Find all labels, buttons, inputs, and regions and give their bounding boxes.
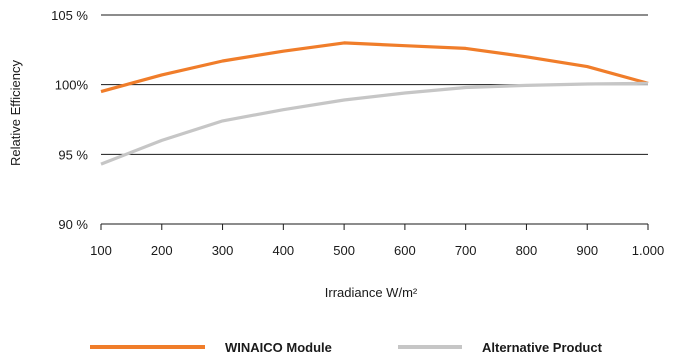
x-tick-label: 400 xyxy=(272,243,294,258)
x-tick-label: 1.000 xyxy=(632,243,665,258)
series-line-winaico xyxy=(100,41,649,94)
x-tick-label: 700 xyxy=(455,243,477,258)
series-line-alternative xyxy=(100,81,649,166)
tick-labels: 100 200 300 400 500 600 700 800 900 1.000 90 % 95 %… xyxy=(51,8,664,258)
legend: WINAICO Module Alternative Product xyxy=(90,340,603,355)
x-tick-label: 300 xyxy=(212,243,234,258)
y-tick-label: 90 % xyxy=(58,217,88,232)
y-tick-label: 100% xyxy=(55,78,89,93)
series-lines xyxy=(100,41,649,166)
x-tick-label: 200 xyxy=(151,243,173,258)
y-axis-title: Relative Efficiency xyxy=(8,60,23,166)
x-tick-label: 600 xyxy=(394,243,416,258)
x-tick-label: 800 xyxy=(516,243,538,258)
legend-label-alternative: Alternative Product xyxy=(482,340,603,355)
x-tick-label: 900 xyxy=(576,243,598,258)
axes xyxy=(100,223,649,230)
y-tick-label: 105 % xyxy=(51,8,88,23)
x-tick-label: 500 xyxy=(333,243,355,258)
legend-label-winaico: WINAICO Module xyxy=(225,340,332,355)
x-axis-title: Irradiance W/m² xyxy=(325,285,418,300)
x-tick-label: 100 xyxy=(90,243,112,258)
y-tick-label: 95 % xyxy=(58,147,88,162)
